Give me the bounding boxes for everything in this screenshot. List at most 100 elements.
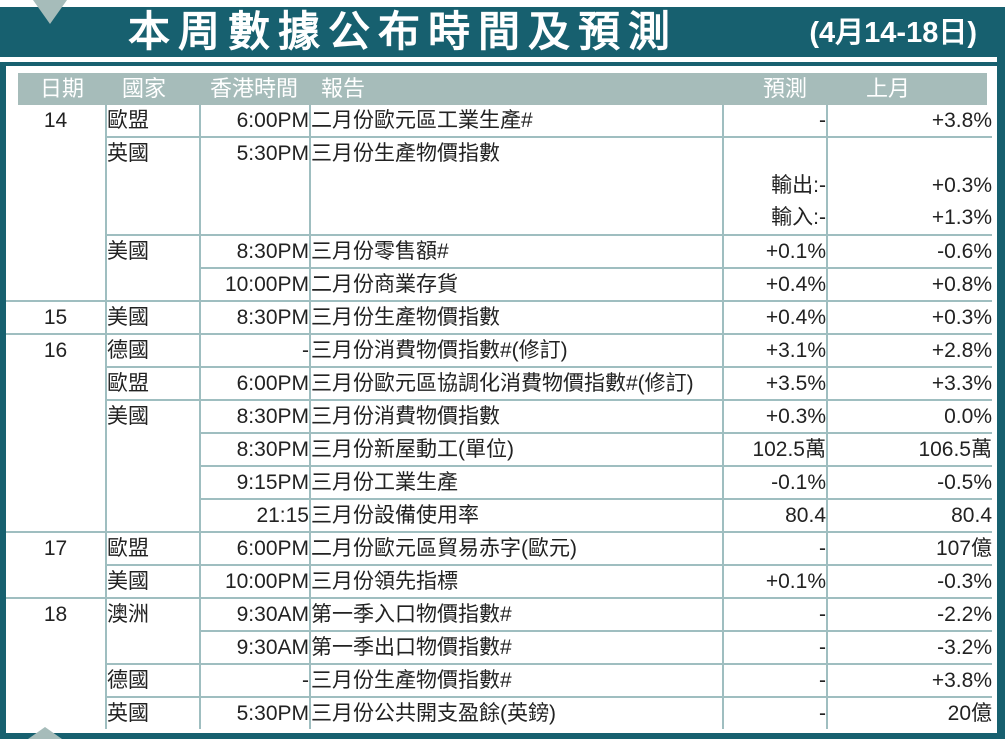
cell-time: 8:30PM <box>199 432 310 466</box>
cell-country: 美國 <box>105 234 200 301</box>
cell-previous: +3.3% <box>826 366 992 400</box>
cell-report: 三月份領先指標 <box>309 564 723 598</box>
cell-forecast: +0.1% <box>722 234 827 268</box>
cell-forecast: - <box>722 630 827 664</box>
table-row: 8:30PM 三月份新屋動工(單位) 102.5萬 106.5萬 <box>6 432 992 466</box>
cell-previous: +3.8% <box>826 663 992 697</box>
cell-report: 三月份消費物價指數#(修訂) <box>309 333 723 367</box>
col-header-time: 香港時間 <box>210 76 299 101</box>
cell-date: 16 <box>6 333 106 532</box>
col-header-country: 國家 <box>122 76 167 101</box>
title-band <box>0 7 1005 57</box>
cell-time: 8:30PM <box>199 234 310 268</box>
table-row: 18 澳洲 9:30AM 第一季入口物價指數# - -2.2% <box>6 597 992 729</box>
cell-country: 澳洲 <box>105 597 200 664</box>
table-row: 9:30AM 第一季出口物價指數# - -3.2% <box>6 630 992 664</box>
cell-time: 5:30PM <box>199 696 310 729</box>
cell-report: 三月份公共開支盈餘(英鎊) <box>309 696 723 729</box>
schedule-table: 14 歐盟 6:00PM 二月份歐元區工業生產# - +3.8% 英國 5:30PM 三月份生產… <box>6 105 992 729</box>
table-row: 10:00PM 二月份商業存貨 +0.4% +0.8% <box>6 267 992 301</box>
cell-forecast: +0.3% <box>722 399 827 433</box>
cell-report: 三月份設備使用率 <box>309 498 723 532</box>
cell-forecast: -0.1% <box>722 465 827 499</box>
cell-time: 9:15PM <box>199 465 310 499</box>
cell-previous: 106.5萬 <box>826 432 992 466</box>
cell-time: 6:00PM <box>199 366 310 400</box>
title-divider-rule <box>0 62 1005 66</box>
table-row: 15 美國 8:30PM 三月份生產物價指數 +0.4% +0.3% <box>6 300 992 334</box>
cell-previous: +2.8% <box>826 333 992 367</box>
cell-forecast: - <box>722 531 827 565</box>
cell-forecast: - <box>722 696 827 729</box>
cell-country: 英國 <box>105 696 200 729</box>
page-title: 本周數據公布時間及預測 <box>128 8 679 55</box>
cell-time: 8:30PM <box>199 300 310 334</box>
cell-date: 17 <box>6 531 106 598</box>
cell-previous: -0.3% <box>826 564 992 598</box>
triangle-marker-bottom-icon <box>28 727 62 739</box>
cell-time: 10:00PM <box>199 564 310 598</box>
cell-date: 18 <box>6 597 106 729</box>
table-row: 9:15PM 三月份工業生產 -0.1% -0.5% <box>6 465 992 499</box>
cell-report: 三月份工業生產 <box>309 465 723 499</box>
cell-report: 二月份歐元區工業生產# <box>309 105 723 137</box>
left-frame-border <box>0 62 6 733</box>
table-row: 德國 - 三月份生產物價指數# - +3.8% <box>6 663 992 697</box>
table-header-bar: 日期 國家 香港時間 報告 預測 上月 <box>18 73 987 105</box>
cell-date: 15 <box>6 300 106 334</box>
cell-previous: 80.4 <box>826 498 992 532</box>
cell-date: 14 <box>43 109 68 132</box>
cell-time: 5:30PM <box>199 136 310 235</box>
cell-forecast: +3.5% <box>722 366 827 400</box>
cell-time: - <box>199 663 310 697</box>
cell-time: 21:15 <box>199 498 310 532</box>
col-header-previous: 上月 <box>865 76 910 101</box>
cell-time: 10:00PM <box>199 267 310 301</box>
cell-report: 三月份生產物價指數# <box>309 663 723 697</box>
col-header-forecast: 預測 <box>762 76 807 101</box>
cell-previous: +0.3% <box>826 300 992 334</box>
cell-previous: 0.0% <box>826 399 992 433</box>
cell-time: - <box>199 333 310 367</box>
cell-report: 三月份生產物價指數 <box>309 136 723 235</box>
table-row: 歐盟 6:00PM 三月份歐元區協調化消費物價指數#(修訂) +3.5% +3.3% <box>6 366 992 400</box>
cell-country: 歐盟 <box>105 366 200 400</box>
table-row: 英國 5:30PM 三月份公共開支盈餘(英鎊) -20億 <box>6 696 992 729</box>
cell-previous: -3.2% <box>826 630 992 664</box>
cell-time: 6:00PM <box>199 105 310 137</box>
triangle-marker-top-icon <box>33 0 67 24</box>
cell-report: 第一季出口物價指數# <box>309 630 723 664</box>
cell-previous: 107億 <box>826 531 992 565</box>
cell-report: 三月份消費物價指數 <box>309 399 723 433</box>
cell-previous: -0.5% <box>826 465 992 499</box>
cell-report: 二月份歐元區貿易赤字(歐元) <box>309 531 723 565</box>
schedule-table-body: 14 歐盟 6:00PM 二月份歐元區工業生產# - +3.8% 英國 5:30PM 三月份生產… <box>6 105 992 729</box>
cell-report: 三月份生產物價指數 <box>309 300 723 334</box>
cell-forecast: +0.4% <box>722 300 827 334</box>
cell-previous: +0.8% <box>826 267 992 301</box>
table-row: 17 歐盟 6:00PM 二月份歐元區貿易赤字(歐元) -107億 <box>6 531 992 598</box>
table-row: 美國 10:00PM 三月份領先指標 +0.1% -0.3% <box>6 564 992 598</box>
cell-previous: +0.3% +1.3% <box>826 136 992 235</box>
cell-country: 美國 <box>105 399 200 532</box>
cell-country: 德國 <box>105 663 200 697</box>
cell-forecast: - <box>722 597 827 631</box>
table-row: 美國 8:30PM 三月份零售額# +0.1% -0.6% <box>6 234 992 301</box>
cell-time: 8:30PM <box>199 399 310 433</box>
cell-country: 歐盟 <box>105 105 200 137</box>
cell-report: 二月份商業存貨 <box>309 267 723 301</box>
cell-previous: +3.8% <box>826 105 992 137</box>
table-row: 美國 8:30PM 三月份消費物價指數 +0.3% 0.0% <box>6 399 992 532</box>
cell-time: 6:00PM <box>199 531 310 565</box>
cell-forecast: 102.5萬 <box>722 432 827 466</box>
cell-forecast: +0.4% <box>722 267 827 301</box>
col-header-date: 日期 <box>40 76 85 101</box>
cell-previous: 20億 <box>826 696 992 729</box>
cell-forecast: 輸出:- 輸入:- <box>722 136 827 235</box>
cell-report: 三月份新屋動工(單位) <box>309 432 723 466</box>
cell-report: 第一季入口物價指數# <box>309 597 723 631</box>
table-row: 英國 5:30PM 三月份生產物價指數 輸出:- 輸入:- +0.3% +1.3% <box>6 136 992 235</box>
cell-time: 9:30AM <box>199 597 310 631</box>
cell-report: 三月份歐元區協調化消費物價指數#(修訂) <box>309 366 723 400</box>
table-row: 16 德國 - 三月份消費物價指數#(修訂) +3.1% +2.8% <box>6 333 992 532</box>
